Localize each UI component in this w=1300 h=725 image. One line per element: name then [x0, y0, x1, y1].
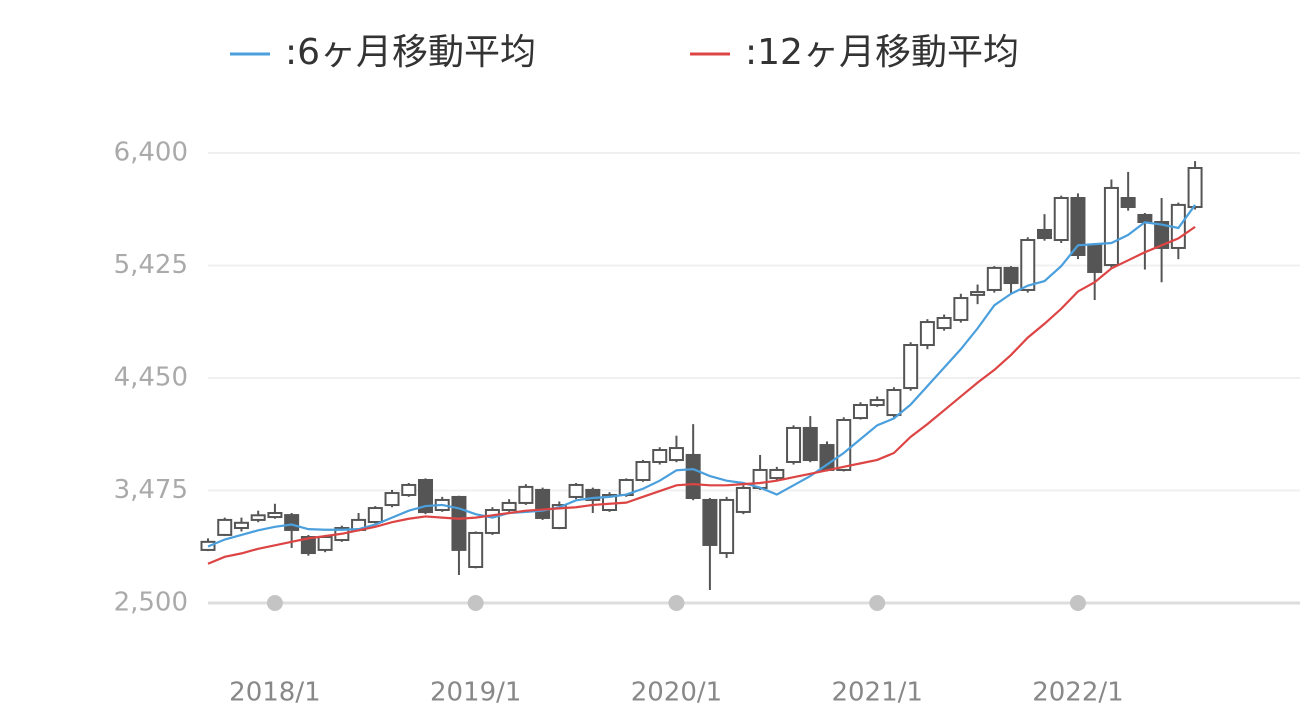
legend-label: :12ヶ月移動平均: [745, 32, 1019, 73]
candle-body: [685, 453, 701, 500]
candle-body: [535, 488, 551, 519]
x-tick-dot: [266, 595, 283, 611]
candle-body: [635, 461, 651, 481]
candle-body: [250, 514, 266, 521]
x-tick-label: 2019/1: [430, 678, 521, 708]
candle-body: [869, 399, 885, 406]
ma-line: [207, 204, 1196, 548]
candle-body: [267, 512, 283, 519]
y-tick-label: 3,475: [114, 475, 188, 505]
candle-body: [852, 404, 868, 420]
candle-body: [417, 479, 433, 514]
y-tick-label: 4,450: [114, 363, 188, 393]
candle-body: [919, 321, 935, 346]
candle-body: [903, 344, 919, 390]
candle-body: [702, 498, 718, 546]
x-tick-label: 2021/1: [831, 678, 922, 708]
candle-body: [451, 495, 467, 551]
x-tick-label: 2022/1: [1032, 678, 1123, 708]
candle-body: [953, 297, 969, 321]
candle-body: [1020, 239, 1036, 291]
candle-body: [1154, 221, 1170, 249]
candle-body: [484, 509, 500, 534]
candle-body: [1187, 167, 1203, 208]
candle-body: [819, 444, 835, 471]
candle-body: [652, 449, 668, 463]
candle-body: [1003, 266, 1019, 285]
candle-body: [317, 536, 333, 551]
candle-body: [401, 483, 417, 497]
candle-body: [300, 536, 316, 555]
candle-body: [769, 468, 785, 480]
candle-body: [501, 501, 517, 512]
candle-body: [217, 518, 233, 536]
candle-body: [802, 426, 818, 462]
x-tick-dot: [467, 595, 484, 611]
ma-line: [207, 225, 1196, 565]
candle-body: [986, 266, 1002, 291]
candle-body: [233, 521, 249, 529]
y-tick-label: 2,500: [114, 588, 188, 618]
x-tick-dot: [869, 595, 886, 611]
candle-body: [284, 514, 300, 531]
candle-body: [468, 531, 484, 569]
candle-body: [936, 317, 952, 330]
candle-body: [1103, 186, 1119, 267]
y-tick-label: 5,425: [114, 250, 188, 280]
candle-body: [367, 507, 383, 523]
candle-body: [551, 504, 567, 529]
x-tick-dot: [1069, 595, 1086, 611]
candle-body: [1087, 243, 1103, 273]
candle-body: [1137, 213, 1153, 223]
candle-body: [886, 389, 902, 417]
candle-body: [719, 498, 735, 555]
candle-body: [585, 488, 601, 501]
candle-body: [836, 419, 852, 471]
candle-body: [384, 492, 400, 507]
x-tick-dot: [668, 595, 685, 611]
candle-body: [668, 447, 684, 462]
x-tick-label: 2020/1: [631, 678, 722, 708]
candle-body: [735, 486, 751, 513]
x-tick-label: 2018/1: [229, 678, 320, 708]
candle-body: [568, 483, 584, 498]
candle-body: [518, 485, 534, 504]
candle-body: [1037, 228, 1052, 240]
candle-body: [1070, 197, 1086, 256]
y-tick-label: 6,400: [114, 138, 188, 168]
candle-body: [1053, 197, 1069, 241]
candle-body: [786, 426, 802, 464]
candle-body: [1120, 197, 1136, 208]
candle-body: [970, 291, 986, 296]
legend-label: :6ヶ月移動平均: [285, 32, 536, 73]
